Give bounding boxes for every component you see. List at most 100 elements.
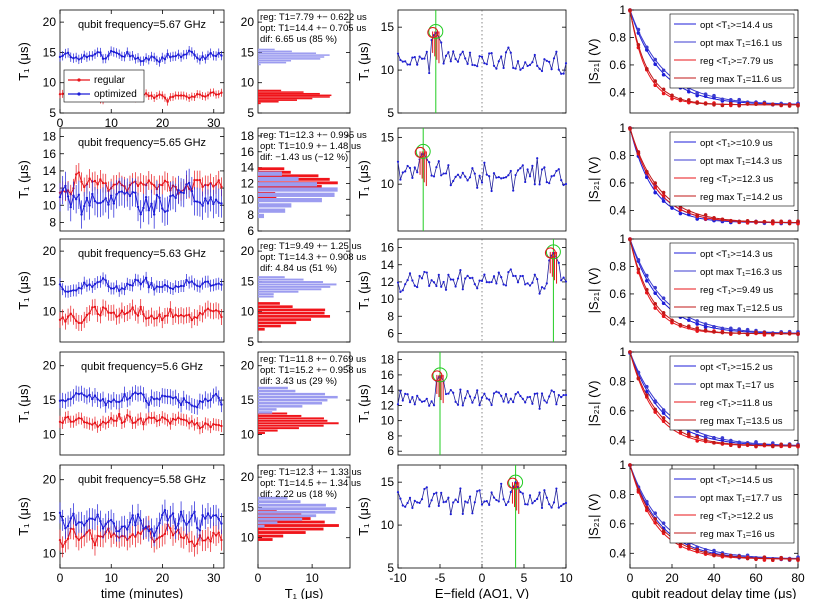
data-point <box>85 313 89 317</box>
decay-point <box>745 218 750 223</box>
decay-point <box>653 285 657 290</box>
data-point <box>77 538 81 542</box>
data-point <box>187 540 191 544</box>
stats-text: dif: 6.65 us (85 %) <box>260 34 337 45</box>
efield-point <box>492 172 496 175</box>
data-point <box>61 92 64 96</box>
data-point <box>131 190 134 194</box>
efield-point <box>538 183 541 186</box>
decay-point <box>670 318 674 323</box>
efield-point <box>548 503 551 506</box>
s21-axis-label: |S₂₁| (V) <box>586 39 601 85</box>
decay-point <box>737 97 741 102</box>
data-point <box>166 181 169 184</box>
data-point <box>166 52 169 56</box>
data-point <box>61 545 64 549</box>
data-point <box>190 318 194 322</box>
efield-point <box>492 392 496 395</box>
data-point <box>93 543 97 547</box>
efield-point <box>420 277 424 280</box>
efield-point <box>550 175 553 178</box>
data-point <box>91 537 94 540</box>
data-point <box>212 394 215 398</box>
efield-point <box>555 50 558 53</box>
efield-point <box>406 63 409 66</box>
efield-point <box>519 167 522 170</box>
efield-point <box>444 288 448 291</box>
hist-bar-regular <box>258 321 297 325</box>
data-point <box>120 399 124 402</box>
data-point <box>182 519 185 522</box>
efield-point <box>461 288 464 291</box>
data-point <box>209 516 212 520</box>
decay-point <box>687 544 691 549</box>
timeseries-legend <box>63 69 145 103</box>
data-point <box>190 95 194 98</box>
data-point <box>115 285 118 288</box>
efield-point <box>485 63 488 66</box>
data-point <box>166 100 169 103</box>
data-point <box>161 56 164 59</box>
data-point <box>109 518 113 522</box>
data-point <box>101 181 105 185</box>
hist-bar-optimized <box>258 276 285 279</box>
efield-point <box>437 160 440 163</box>
efield-point <box>404 170 407 173</box>
decay-legend-label: reg max T₁=14.2 us <box>700 192 783 203</box>
hist-bar-optimized <box>258 408 277 411</box>
decay-legend-label: opt <T₁>=14.4 us <box>700 20 773 31</box>
decay-point <box>712 325 716 329</box>
data-point <box>101 200 105 203</box>
peak-circle-green <box>428 23 444 39</box>
data-point <box>155 527 159 530</box>
data-point <box>214 198 218 201</box>
data-point <box>93 179 97 183</box>
decay-point <box>754 556 758 561</box>
efield-point <box>519 274 522 278</box>
efield-point <box>555 403 558 406</box>
data-point <box>152 184 156 187</box>
hist-bar-optimized <box>258 283 337 286</box>
efield-point <box>509 268 512 271</box>
data-point <box>131 514 134 517</box>
decay-point <box>771 441 775 445</box>
data-point <box>209 540 212 543</box>
hist-bar-regular <box>258 524 339 527</box>
decay-point <box>712 553 716 558</box>
efield-point <box>440 491 443 494</box>
stats-text: reg: T1=12.3 +− 1.33 us <box>260 467 362 478</box>
decay-legend-label: reg <T₁>=9.49 us <box>700 285 773 296</box>
efield-point <box>500 177 503 180</box>
data-point <box>120 55 124 58</box>
hist-bar-optimized <box>258 52 317 54</box>
data-point <box>69 289 72 293</box>
peak-circle-green <box>432 367 448 383</box>
efield-point <box>399 178 402 181</box>
data-point <box>66 195 70 198</box>
decay-legend-label: opt <T₁>=14.5 us <box>700 475 773 486</box>
data-point <box>142 206 145 210</box>
data-point <box>80 321 83 325</box>
data-point <box>182 315 185 318</box>
efield-point <box>432 281 436 284</box>
data-point <box>185 278 188 282</box>
efield-point <box>524 180 527 184</box>
decay-point <box>645 169 649 174</box>
hist-bar-regular <box>258 308 326 312</box>
decay-point <box>720 97 725 102</box>
data-point <box>120 525 124 528</box>
data-point <box>166 519 169 522</box>
data-point <box>136 531 140 534</box>
decay-point <box>645 499 649 504</box>
t1-axis-label: T₁ (μs) <box>356 160 371 199</box>
efield-point <box>528 284 532 287</box>
y-tick-label: 0.8 <box>609 487 626 501</box>
data-point <box>201 539 204 542</box>
hist-bar-regular <box>258 419 328 422</box>
decay-point <box>670 206 674 210</box>
data-point <box>123 192 126 195</box>
decay-point <box>703 328 708 333</box>
data-point <box>64 527 67 530</box>
data-point <box>147 529 150 533</box>
data-point <box>77 58 81 61</box>
